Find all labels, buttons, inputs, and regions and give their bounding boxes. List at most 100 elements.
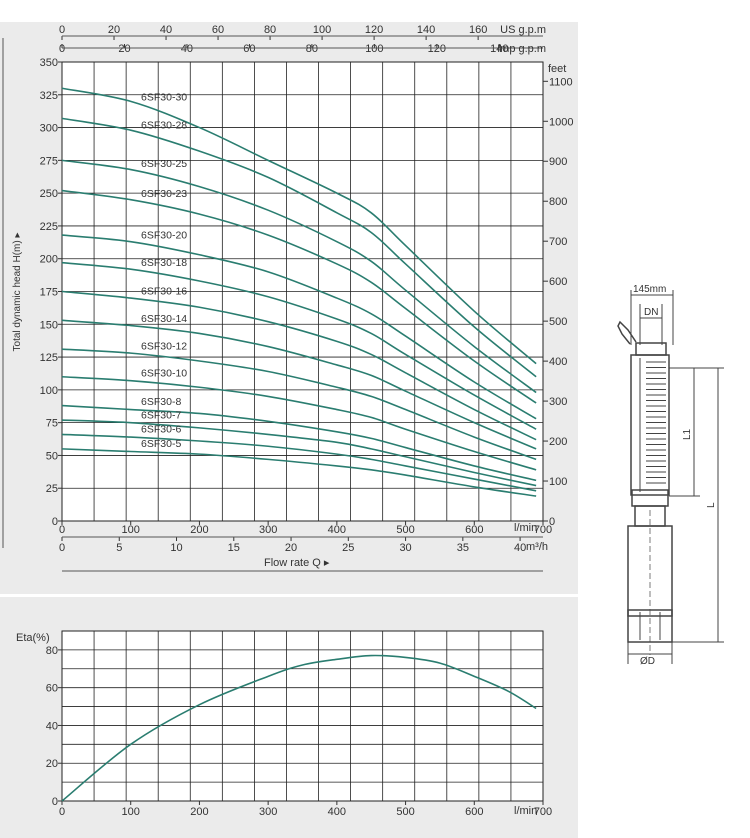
head-y-axis-label: Total dynamic head H(m) ▸: [12, 233, 23, 352]
head-curve-line: [61, 348, 537, 461]
head-curve-label: 6SF30-10: [141, 368, 187, 380]
head-curve-label: 6SF30-16: [141, 285, 187, 297]
head-curve-label: 6SF30-8: [141, 396, 181, 408]
feet-tick-label: 700: [549, 236, 567, 248]
pump-base: [631, 489, 669, 507]
imp-gpm-tick-label: 40: [181, 43, 193, 55]
us-gpm-tick-label: 80: [264, 24, 276, 36]
us-gpm-tick-label: 60: [212, 24, 224, 36]
head-curve-line: [61, 117, 537, 378]
head-y-tick-label: 175: [40, 287, 58, 299]
head-x-tick-label: 500: [396, 524, 414, 536]
head-curve-line: [61, 290, 537, 441]
head-curve-label: 6SF30-5: [141, 438, 181, 450]
feet-label: feet: [548, 63, 566, 75]
us-gpm-label: US g.p.m: [500, 24, 546, 36]
eta-y-tick-label: 0: [52, 796, 58, 808]
l1-dim-label: L1: [682, 428, 693, 440]
head-x-tick-label: 0: [59, 524, 65, 536]
head-curve-label: 6SF30-25: [141, 158, 187, 170]
eta-x-ticks: 0 100 200 300 400 500 600 700: [59, 801, 552, 818]
eta-plot-area: [61, 630, 544, 802]
us-gpm-tick-label: 0: [59, 24, 65, 36]
imp-gpm-tick-label: 20: [118, 43, 130, 55]
head-chart: 6SF30-30 6SF30-28 6SF30-25 6SF30-23 6SF30-20…: [2, 24, 573, 572]
feet-tick-label: 1100: [549, 76, 573, 88]
head-y-tick-label: 275: [40, 155, 58, 167]
feet-tick-label: 1000: [549, 116, 573, 128]
head-y-tick-label: 225: [40, 221, 58, 233]
head-curve-labels: 6SF30-30 6SF30-28 6SF30-25 6SF30-23 6SF30-20…: [141, 91, 187, 450]
d-dim-label: ØD: [640, 656, 655, 667]
head-curve-label: 6SF30-7: [141, 409, 181, 421]
head-x-tick-label: 100: [122, 524, 140, 536]
head-curve-label: 6SF30-14: [141, 313, 187, 325]
m3h-tick-label: 5: [116, 542, 122, 554]
head-y-tick-label: 25: [46, 483, 58, 495]
feet-tick-label: 300: [549, 396, 567, 408]
pump-dimension-drawing: 145mm DN L1 L ØD: [617, 284, 724, 667]
head-y-tick-label: 250: [40, 188, 58, 200]
us-gpm-ticks: 0 20 40 60 80 100 120 140 160: [59, 24, 487, 40]
head-curve-line: [61, 159, 537, 394]
head-curve-line: [61, 433, 537, 492]
eta-x-tick-label: 700: [534, 806, 552, 818]
flow-rate-label: Flow rate Q ▸: [264, 557, 330, 569]
eta-y-tick-label: 60: [46, 683, 58, 695]
imp-gpm-label: Imp g.p.m: [497, 43, 546, 55]
eta-y-tick-label: 20: [46, 758, 58, 770]
motor-end: [627, 609, 673, 643]
eta-grid: [62, 631, 543, 801]
lmin-unit-label: l/min: [514, 522, 537, 534]
m3h-tick-label: 15: [228, 542, 240, 554]
head-y-tick-label: 200: [40, 254, 58, 266]
eta-x-tick-label: 0: [59, 806, 65, 818]
eta-x-tick-label: 500: [396, 806, 414, 818]
imp-gpm-ticks: 0 20 40 60 80 100 120 140: [59, 43, 509, 55]
feet-tick-label: 200: [549, 436, 567, 448]
m3h-tick-label: 10: [170, 542, 182, 554]
motor-body: [627, 525, 673, 617]
head-y-tick-label: 125: [40, 352, 58, 364]
head-curve-line: [61, 87, 537, 365]
head-y-tick-label: 75: [46, 418, 58, 430]
head-y-tick-label: 150: [40, 319, 58, 331]
head-x-ticks: 0 100 200 300 400 500 600 700: [59, 521, 552, 536]
head-x-tick-label: 700: [534, 524, 552, 536]
head-x-tick-label: 400: [328, 524, 346, 536]
head-curve-line: [61, 419, 537, 487]
feet-tick-label: 800: [549, 196, 567, 208]
head-curve-label: 6SF30-18: [141, 257, 187, 269]
m3h-tick-label: 25: [342, 542, 354, 554]
imp-gpm-tick-label: 80: [306, 43, 318, 55]
head-curve-line: [61, 261, 537, 430]
pump-stage-ribs: [639, 358, 666, 492]
eta-y-axis-label: Eta(%): [16, 632, 50, 644]
eta-curve: [61, 654, 537, 802]
head-x-tick-label: 600: [465, 524, 483, 536]
m3h-label: m³/h: [526, 541, 548, 553]
eta-y-ticks: 0 20 40 60 80: [46, 645, 62, 808]
l-dim-label: L: [706, 502, 717, 508]
eta-x-tick-label: 300: [259, 806, 277, 818]
head-curve-line: [61, 404, 537, 482]
head-curve-label: 6SF30-12: [141, 340, 187, 352]
head-curve-line: [61, 448, 537, 497]
head-curve-line: [61, 234, 537, 420]
imp-gpm-tick-label: 120: [428, 43, 446, 55]
m3h-tick-label: 0: [59, 542, 65, 554]
imp-gpm-tick-label: 60: [243, 43, 255, 55]
imp-gpm-tick-label: 0: [59, 43, 65, 55]
eta-x-tick-label: 400: [328, 806, 346, 818]
head-x-tick-label: 200: [190, 524, 208, 536]
us-gpm-tick-label: 20: [108, 24, 120, 36]
eta-x-tick-label: 200: [190, 806, 208, 818]
m3h-ticks: 0 5 10 15 20 25 30 35 40: [59, 537, 526, 554]
head-y-tick-label: 300: [40, 123, 58, 135]
us-gpm-tick-label: 140: [417, 24, 435, 36]
feet-tick-label: 900: [549, 156, 567, 168]
us-gpm-tick-label: 160: [469, 24, 487, 36]
eta-x-tick-label: 100: [122, 806, 140, 818]
